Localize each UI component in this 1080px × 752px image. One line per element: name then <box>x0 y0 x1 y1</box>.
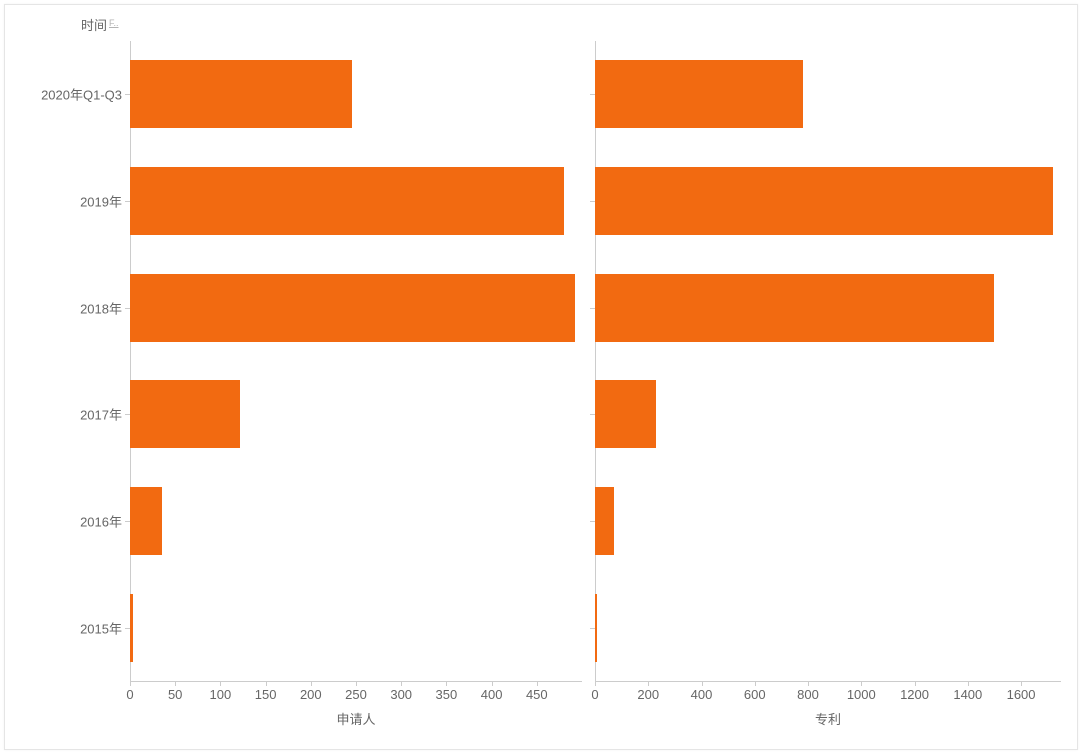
y-axis-line <box>595 41 596 681</box>
x-tick-mark <box>861 681 862 686</box>
x-tick-mark <box>492 681 493 686</box>
x-tick-mark <box>702 681 703 686</box>
bar <box>595 60 803 128</box>
bar <box>130 274 575 342</box>
bar <box>130 594 133 662</box>
bar <box>595 594 597 662</box>
y-axis-title: 时间 <box>81 15 107 34</box>
x-tick-mark <box>755 681 756 686</box>
y-category-label: 2017年 <box>80 405 122 424</box>
panel-patents <box>595 41 1061 681</box>
bar <box>130 60 352 128</box>
x-tick-label: 200 <box>637 687 659 702</box>
x-tick-mark <box>356 681 357 686</box>
x-tick-label: 0 <box>591 687 598 702</box>
x-tick-mark <box>808 681 809 686</box>
bar <box>595 274 994 342</box>
x-tick-label: 100 <box>210 687 232 702</box>
y-category-label: 2016年 <box>80 512 122 531</box>
x-tick-mark <box>266 681 267 686</box>
x-tick-label: 50 <box>168 687 182 702</box>
y-category-label: 2018年 <box>80 298 122 317</box>
y-category-label: 2015年 <box>80 618 122 637</box>
x-tick-mark <box>311 681 312 686</box>
x-axis-title-applicants: 申请人 <box>336 709 375 728</box>
x-tick-mark <box>175 681 176 686</box>
x-tick-mark <box>1021 681 1022 686</box>
y-category-label: 2020年Q1-Q3 <box>41 85 122 104</box>
x-tick-mark <box>537 681 538 686</box>
x-tick-label: 450 <box>526 687 548 702</box>
x-tick-label: 150 <box>255 687 277 702</box>
x-axis-title-patents: 专利 <box>815 709 841 728</box>
x-tick-label: 200 <box>300 687 322 702</box>
x-ticks-patents: 02004006008001000120014001600 <box>595 687 1061 705</box>
x-tick-label: 1400 <box>953 687 982 702</box>
x-tick-label: 800 <box>797 687 819 702</box>
x-tick-mark <box>220 681 221 686</box>
x-tick-label: 600 <box>744 687 766 702</box>
x-tick-label: 1000 <box>847 687 876 702</box>
x-tick-mark <box>595 681 596 686</box>
x-tick-label: 250 <box>345 687 367 702</box>
x-tick-mark <box>648 681 649 686</box>
x-tick-mark <box>968 681 969 686</box>
x-tick-label: 0 <box>126 687 133 702</box>
x-tick-label: 400 <box>481 687 503 702</box>
y-axis-indicator: F.. <box>109 18 119 28</box>
x-tick-mark <box>401 681 402 686</box>
bar <box>595 487 614 555</box>
bar <box>595 167 1053 235</box>
bar <box>130 487 162 555</box>
y-category-label: 2019年 <box>80 192 122 211</box>
x-tick-label: 1200 <box>900 687 929 702</box>
x-tick-label: 400 <box>691 687 713 702</box>
y-axis-labels: 2020年Q1-Q3 2019年 2018年 2017年 2016年 2015年 <box>5 41 122 681</box>
x-axis-line <box>595 681 1061 682</box>
x-tick-label: 350 <box>436 687 458 702</box>
bar <box>130 167 564 235</box>
bar <box>595 380 656 448</box>
bar <box>130 380 240 448</box>
x-tick-mark <box>915 681 916 686</box>
x-tick-label: 1600 <box>1007 687 1036 702</box>
x-tick-label: 300 <box>390 687 412 702</box>
y-axis-line <box>130 41 131 681</box>
x-ticks-applicants: 050100150200250300350400450 <box>130 687 582 705</box>
x-tick-mark <box>446 681 447 686</box>
chart-frame: 时间 F.. 2020年Q1-Q3 2019年 2018年 2017年 2016年 201… <box>4 4 1078 750</box>
x-tick-mark <box>130 681 131 686</box>
panel-applicants <box>130 41 582 681</box>
